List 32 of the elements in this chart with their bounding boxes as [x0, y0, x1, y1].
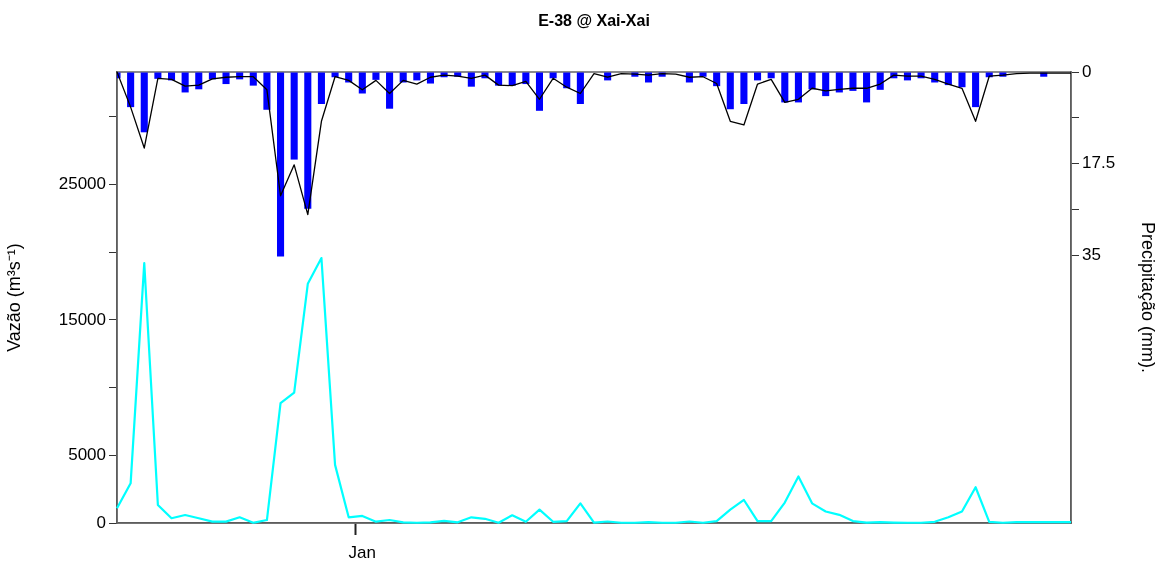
bar	[863, 72, 871, 103]
bar	[535, 72, 544, 111]
bar	[794, 72, 802, 103]
y2-tick-label: 0	[1082, 61, 1092, 81]
y-axis-title: Vazão (m³s⁻¹)	[3, 243, 24, 352]
y-tick-label: 15000	[58, 309, 106, 329]
y-tick-label: 0	[96, 512, 106, 532]
bar	[277, 72, 285, 257]
y2-tick-label: 35	[1082, 245, 1101, 265]
bar	[972, 72, 980, 108]
bar	[781, 72, 789, 103]
y2-axis-title: Precipitação (mm).	[1138, 221, 1159, 374]
bar	[726, 72, 734, 110]
bar	[576, 72, 584, 104]
y-tick-label: 25000	[58, 174, 106, 194]
bar	[849, 72, 857, 91]
bar	[958, 72, 966, 88]
x-tick-label: Jan	[348, 542, 377, 562]
bar	[304, 72, 312, 209]
bar	[127, 72, 135, 108]
bar	[290, 72, 298, 160]
bar	[386, 72, 394, 109]
bar	[358, 72, 366, 94]
bar	[808, 72, 816, 90]
y-tick-label: 5000	[68, 444, 106, 464]
bar	[822, 72, 830, 97]
y2-tick-label: 17.5	[1082, 153, 1116, 173]
bar	[317, 72, 325, 104]
bar	[140, 72, 148, 133]
bar	[740, 72, 748, 104]
bar	[372, 72, 380, 80]
chart-title: E-38 @ Xai-Xai	[538, 12, 650, 30]
